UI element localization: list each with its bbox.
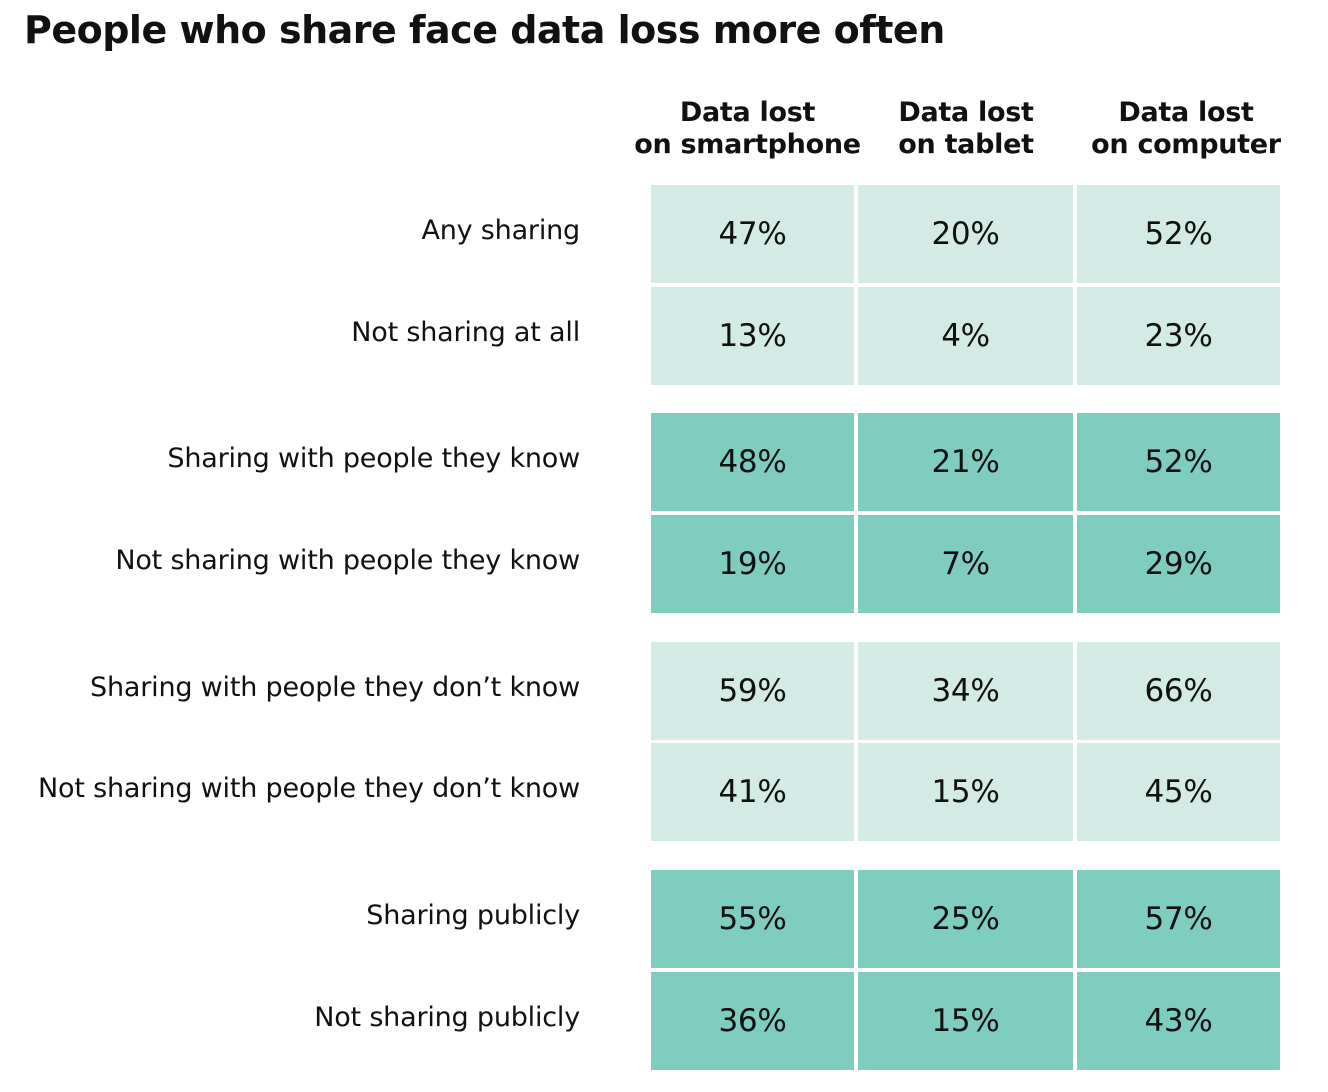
- row-label: Not sharing with people they don’t know: [38, 773, 580, 804]
- column-header-line: on smartphone: [634, 129, 861, 160]
- row-label: Sharing with people they don’t know: [90, 672, 580, 703]
- column-header-computer: Data lost on computer: [1075, 97, 1297, 161]
- table-cell: 25%: [858, 870, 1073, 968]
- table-cell: 43%: [1077, 972, 1280, 1070]
- column-header-smartphone: Data lost on smartphone: [630, 97, 865, 161]
- row-label: Not sharing at all: [351, 317, 580, 348]
- table-cell: 7%: [858, 515, 1073, 613]
- table-cell: 41%: [651, 743, 854, 841]
- column-header-line: on tablet: [898, 129, 1034, 160]
- table-cell: 66%: [1077, 642, 1280, 740]
- column-header-line: Data lost: [898, 97, 1034, 128]
- table-cell: 23%: [1077, 287, 1280, 385]
- table-cell: 36%: [651, 972, 854, 1070]
- table-cell: 21%: [858, 413, 1073, 511]
- row-label: Sharing publicly: [366, 900, 580, 931]
- table-cell: 34%: [858, 642, 1073, 740]
- row-label: Any sharing: [421, 215, 580, 246]
- table-cell: 57%: [1077, 870, 1280, 968]
- table-cell: 59%: [651, 642, 854, 740]
- row-label: Not sharing with people they know: [115, 545, 580, 576]
- table-cell: 20%: [858, 185, 1073, 283]
- table-cell: 15%: [858, 972, 1073, 1070]
- row-label: Sharing with people they know: [167, 443, 580, 474]
- table-cell: 13%: [651, 287, 854, 385]
- table-cell: 29%: [1077, 515, 1280, 613]
- table-cell: 19%: [651, 515, 854, 613]
- table-cell: 15%: [858, 743, 1073, 841]
- column-header-tablet: Data lost on tablet: [860, 97, 1072, 161]
- column-header-line: Data lost: [1118, 97, 1254, 128]
- table-cell: 47%: [651, 185, 854, 283]
- table-cell: 55%: [651, 870, 854, 968]
- column-header-line: Data lost: [679, 97, 816, 128]
- chart-title: People who share face data loss more oft…: [24, 8, 945, 52]
- table-cell: 52%: [1077, 185, 1280, 283]
- table-cell: 4%: [858, 287, 1073, 385]
- row-label: Not sharing publicly: [314, 1002, 580, 1033]
- table-cell: 45%: [1077, 743, 1280, 841]
- table-cell: 52%: [1077, 413, 1280, 511]
- column-header-line: on computer: [1091, 129, 1281, 160]
- table-cell: 48%: [651, 413, 854, 511]
